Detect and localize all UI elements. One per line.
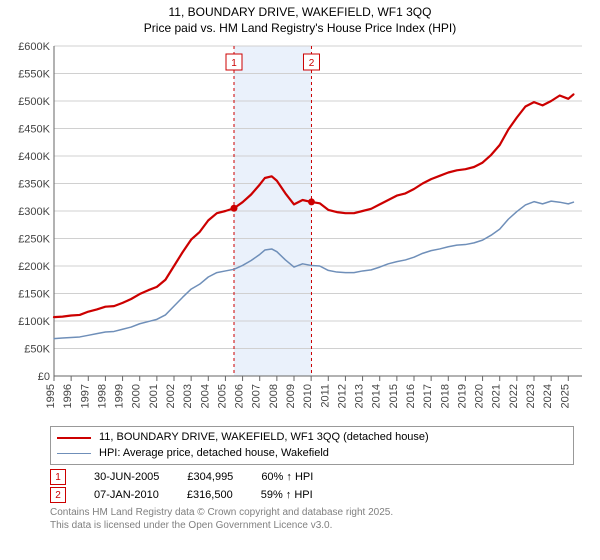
svg-text:1: 1	[231, 58, 237, 69]
svg-text:2013: 2013	[354, 384, 366, 408]
svg-text:£0: £0	[38, 371, 50, 383]
legend-swatch-hpi	[57, 453, 91, 454]
svg-text:2018: 2018	[439, 384, 451, 408]
marker-hpi-1: 60% ↑ HPI	[261, 471, 313, 483]
svg-text:1998: 1998	[96, 384, 108, 408]
svg-text:2019: 2019	[456, 384, 468, 408]
svg-text:2011: 2011	[319, 384, 331, 408]
svg-text:2008: 2008	[268, 384, 280, 408]
legend-row-price-paid: 11, BOUNDARY DRIVE, WAKEFIELD, WF1 3QQ (…	[57, 430, 567, 445]
svg-text:1996: 1996	[62, 384, 74, 408]
svg-text:2014: 2014	[371, 384, 383, 408]
svg-text:2025: 2025	[559, 384, 571, 408]
svg-text:2007: 2007	[251, 384, 263, 408]
marker-row-2: 2 07-JAN-2010 £316,500 59% ↑ HPI	[50, 487, 574, 503]
attribution-line-2: This data is licensed under the Open Gov…	[50, 520, 574, 533]
legend-row-hpi: HPI: Average price, detached house, Wake…	[57, 446, 567, 461]
svg-text:£150K: £150K	[18, 289, 50, 301]
svg-text:2003: 2003	[182, 384, 194, 408]
legend-label-price-paid: 11, BOUNDARY DRIVE, WAKEFIELD, WF1 3QQ (…	[99, 430, 429, 445]
svg-text:£200K: £200K	[18, 261, 50, 273]
svg-text:2: 2	[309, 58, 315, 69]
svg-text:1999: 1999	[114, 384, 126, 408]
marker-date-1: 30-JUN-2005	[94, 471, 159, 483]
chart-area: £0 £50K £100K £150K £200K £250K £300K £350K £400…	[8, 40, 592, 420]
svg-text:2022: 2022	[508, 384, 520, 408]
marker-badge-2: 2	[50, 487, 66, 503]
svg-text:£400K: £400K	[18, 151, 50, 163]
svg-text:1995: 1995	[45, 384, 57, 408]
svg-text:£250K: £250K	[18, 234, 50, 246]
svg-text:2009: 2009	[285, 384, 297, 408]
svg-text:£550K: £550K	[18, 69, 50, 81]
svg-text:2023: 2023	[525, 384, 537, 408]
svg-text:2001: 2001	[148, 384, 160, 408]
svg-text:£100K: £100K	[18, 316, 50, 328]
svg-text:2012: 2012	[336, 384, 348, 408]
svg-text:2016: 2016	[405, 384, 417, 408]
svg-text:2021: 2021	[491, 384, 503, 408]
svg-text:£350K: £350K	[18, 179, 50, 191]
svg-text:2000: 2000	[131, 384, 143, 408]
svg-text:2005: 2005	[216, 384, 228, 408]
title-line-1: 11, BOUNDARY DRIVE, WAKEFIELD, WF1 3QQ	[8, 4, 592, 20]
svg-text:2010: 2010	[302, 384, 314, 408]
chart-titles: 11, BOUNDARY DRIVE, WAKEFIELD, WF1 3QQ P…	[8, 4, 592, 36]
svg-text:2004: 2004	[199, 384, 211, 408]
markers-table: 1 30-JUN-2005 £304,995 60% ↑ HPI 2 07-JA…	[50, 469, 574, 503]
legend-swatch-price-paid	[57, 437, 91, 439]
marker-hpi-2: 59% ↑ HPI	[261, 489, 313, 501]
svg-text:£450K: £450K	[18, 124, 50, 136]
attribution-line-1: Contains HM Land Registry data © Crown c…	[50, 507, 574, 520]
title-line-2: Price paid vs. HM Land Registry's House …	[8, 20, 592, 36]
marker-row-1: 1 30-JUN-2005 £304,995 60% ↑ HPI	[50, 469, 574, 485]
marker-badge-1: 1	[50, 469, 66, 485]
marker-price-1: £304,995	[187, 471, 233, 483]
svg-text:2006: 2006	[234, 384, 246, 408]
svg-text:£300K: £300K	[18, 206, 50, 218]
svg-text:2020: 2020	[474, 384, 486, 408]
marker-price-2: £316,500	[187, 489, 233, 501]
line-chart-svg: £0 £50K £100K £150K £200K £250K £300K £350K £400…	[8, 40, 592, 420]
svg-text:1997: 1997	[79, 384, 91, 408]
legend-label-hpi: HPI: Average price, detached house, Wake…	[99, 446, 329, 461]
svg-text:£500K: £500K	[18, 96, 50, 108]
attribution-text: Contains HM Land Registry data © Crown c…	[50, 507, 574, 532]
svg-text:2017: 2017	[422, 384, 434, 408]
marker-date-2: 07-JAN-2010	[94, 489, 159, 501]
svg-text:£600K: £600K	[18, 41, 50, 53]
svg-text:£50K: £50K	[24, 344, 50, 356]
svg-text:2015: 2015	[388, 384, 400, 408]
legend-box: 11, BOUNDARY DRIVE, WAKEFIELD, WF1 3QQ (…	[50, 426, 574, 465]
svg-text:2024: 2024	[542, 384, 554, 408]
svg-text:2002: 2002	[165, 384, 177, 408]
